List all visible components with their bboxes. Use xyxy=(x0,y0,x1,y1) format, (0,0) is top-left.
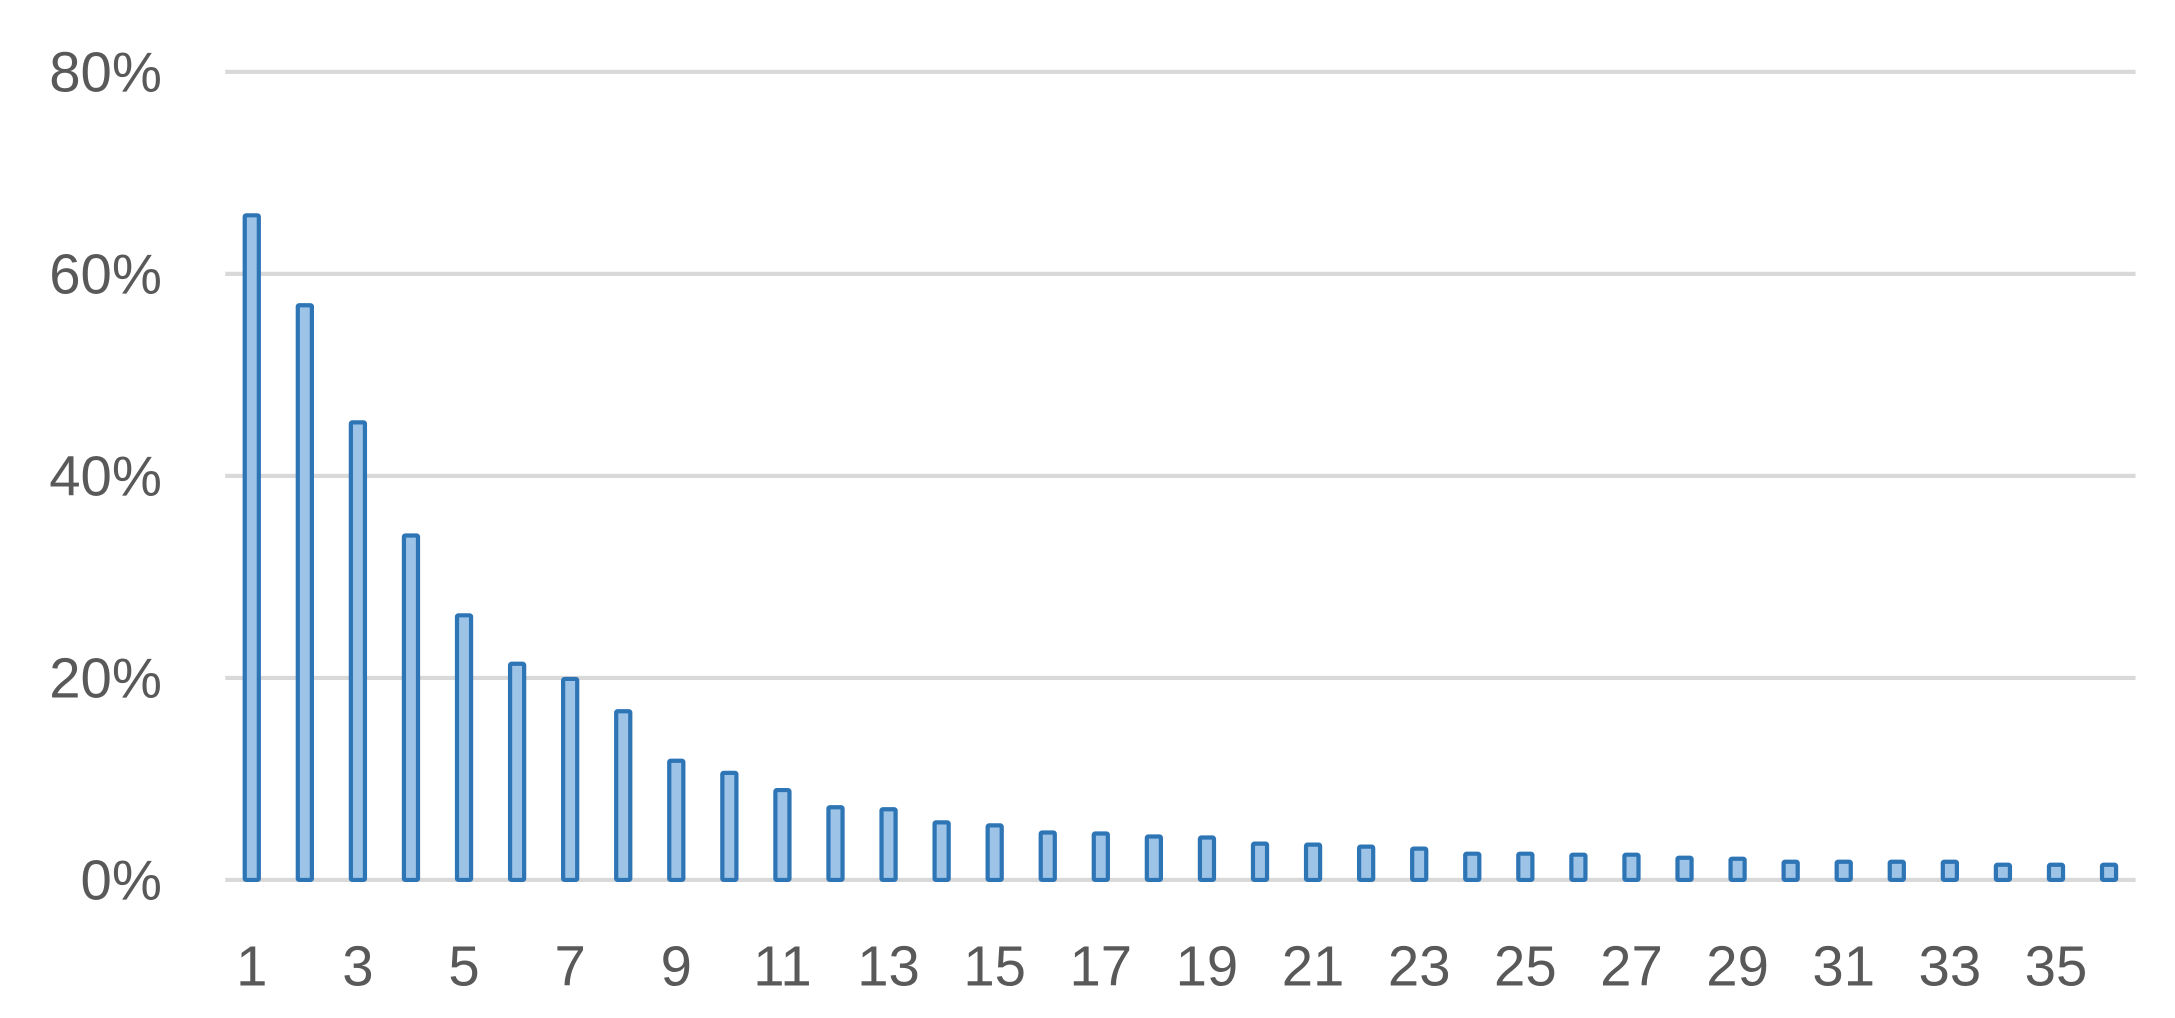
x-tick-label: 11 xyxy=(753,935,811,998)
bar-14 xyxy=(932,820,951,883)
x-tick-label: 17 xyxy=(1070,935,1133,998)
gridlines xyxy=(225,69,2136,883)
x-tick-label: 35 xyxy=(2025,935,2088,998)
bar-19 xyxy=(1197,835,1217,883)
x-tick-label: 9 xyxy=(661,935,692,998)
bars xyxy=(242,213,2119,883)
bar-33 xyxy=(1940,859,1960,883)
x-tick-label: 15 xyxy=(963,935,1026,998)
bar-8 xyxy=(614,709,633,883)
x-tick-label: 31 xyxy=(1812,935,1875,998)
bar-6 xyxy=(507,661,527,883)
x-tick-label: 3 xyxy=(342,935,373,998)
bar-7 xyxy=(561,676,580,883)
bar-34 xyxy=(1993,862,2013,883)
x-tick-label: 27 xyxy=(1600,935,1663,998)
bar-11 xyxy=(773,787,792,883)
x-tick-label: 21 xyxy=(1282,935,1345,998)
x-tick-label: 1 xyxy=(236,935,267,998)
y-tick-label: 60% xyxy=(49,243,162,306)
bar-26 xyxy=(1569,852,1588,883)
x-tick-label: 23 xyxy=(1388,935,1451,998)
bar-5 xyxy=(454,613,474,883)
y-axis-tick-labels: 0% 20% 40% 60% 80% xyxy=(49,41,162,912)
bar-23 xyxy=(1410,846,1429,883)
x-tick-label: 29 xyxy=(1706,935,1769,998)
bar-25 xyxy=(1516,851,1535,883)
bar-16 xyxy=(1038,830,1057,883)
bar-32 xyxy=(1887,859,1906,883)
bar-22 xyxy=(1356,844,1376,883)
bar-31 xyxy=(1834,859,1853,883)
bar-36 xyxy=(2099,862,2119,883)
x-tick-label: 33 xyxy=(1919,935,1982,998)
bar-15 xyxy=(985,823,1004,883)
bar-28 xyxy=(1675,855,1694,883)
y-tick-label: 40% xyxy=(49,445,162,508)
bar-24 xyxy=(1463,851,1482,883)
x-tick-label: 19 xyxy=(1176,935,1239,998)
x-axis-tick-labels: 1 3 5 7 9 11 13 15 17 19 21 23 25 27 29 31 33 35 xyxy=(236,935,2087,998)
bar-17 xyxy=(1091,831,1110,883)
bar-10 xyxy=(720,770,739,883)
y-tick-label: 80% xyxy=(49,41,162,104)
bar-2 xyxy=(295,303,314,883)
bar-29 xyxy=(1728,856,1747,883)
y-tick-label: 20% xyxy=(49,647,162,710)
bar-21 xyxy=(1303,842,1323,883)
x-tick-label: 7 xyxy=(555,935,586,998)
bar-3 xyxy=(348,420,368,883)
bar-9 xyxy=(667,758,686,883)
x-tick-label: 25 xyxy=(1494,935,1557,998)
bar-30 xyxy=(1781,859,1800,883)
x-tick-label: 5 xyxy=(448,935,479,998)
bar-18 xyxy=(1144,834,1164,883)
bar-13 xyxy=(879,807,898,883)
bar-4 xyxy=(401,533,421,883)
bar-20 xyxy=(1250,841,1270,883)
x-tick-label: 13 xyxy=(857,935,920,998)
y-tick-label: 0% xyxy=(81,849,162,912)
bar-1 xyxy=(242,213,261,883)
bar-27 xyxy=(1622,852,1641,883)
bar-35 xyxy=(2046,862,2066,883)
bar-12 xyxy=(826,805,845,883)
